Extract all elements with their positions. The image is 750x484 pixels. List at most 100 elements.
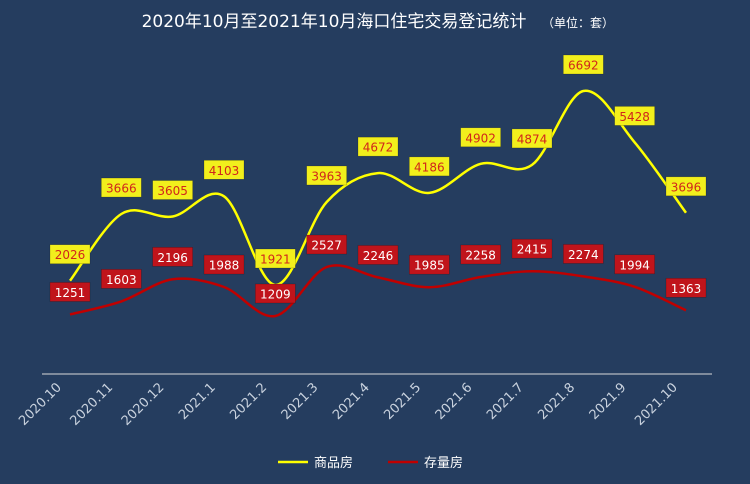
x-tick-label: 2020.11 — [68, 380, 117, 429]
data-label: 3963 — [306, 165, 347, 186]
data-label-text: 1985 — [414, 259, 445, 273]
series-lines — [69, 89, 688, 318]
data-label-box — [460, 127, 501, 148]
data-label: 1209 — [255, 283, 296, 304]
x-tick-label: 2021.6 — [433, 380, 476, 423]
data-label-text: 3605 — [157, 184, 188, 198]
x-tick-label: 2021.8 — [535, 380, 578, 423]
data-label-box — [152, 247, 193, 267]
data-label-box — [101, 177, 142, 198]
data-label-box — [203, 160, 245, 180]
data-label-text: 2415 — [517, 243, 548, 257]
data-label: 5428 — [614, 106, 655, 126]
data-label: 2527 — [306, 234, 347, 255]
x-tick-label: 2021.7 — [484, 380, 527, 423]
data-label-box — [563, 54, 604, 75]
data-label-text: 1603 — [106, 273, 137, 287]
series-line-1 — [69, 264, 687, 318]
data-label-box — [665, 278, 707, 298]
data-label-text: 3963 — [311, 169, 342, 183]
data-label: 4874 — [511, 128, 553, 149]
data-label-text: 4672 — [363, 141, 394, 155]
data-label-box — [665, 176, 707, 197]
data-label-box — [563, 244, 604, 264]
data-label: 1988 — [203, 254, 245, 275]
data-label: 1921 — [255, 248, 296, 269]
legend-label-yellow: 商品房 — [314, 455, 353, 471]
legend: 商品房 存量房 — [278, 455, 463, 471]
data-label-text: 2274 — [568, 248, 599, 262]
data-label-box — [357, 136, 399, 157]
data-label-box — [614, 254, 655, 275]
x-tick-label: 2021.4 — [330, 380, 373, 423]
data-label: 4902 — [460, 127, 501, 148]
data-labels: 2026 3666 3605 4103 1921 3963 4672 4186 4902 4874… — [49, 54, 707, 304]
x-tick-label: 2021.10 — [632, 380, 681, 429]
data-label: 4186 — [409, 156, 450, 177]
data-label: 3666 — [101, 177, 142, 198]
x-tick-labels: 2020.10 2020.11 2020.12 2021.1 2021.2 2021.3 2… — [16, 380, 681, 429]
data-label-box — [357, 245, 399, 265]
x-tick-label: 2020.12 — [119, 380, 168, 429]
x-tick-label: 2021.2 — [227, 380, 270, 423]
data-label-box — [255, 248, 296, 269]
data-label: 2415 — [511, 238, 553, 259]
data-label-text: 5428 — [619, 110, 650, 124]
data-label-text: 1363 — [671, 282, 702, 296]
data-label: 2274 — [563, 244, 604, 264]
x-tick-label: 2020.10 — [16, 380, 65, 429]
data-label-text: 1988 — [209, 259, 240, 273]
data-label: 2258 — [460, 244, 501, 265]
data-label-text: 1251 — [55, 286, 86, 300]
data-label-text: 3666 — [106, 182, 137, 196]
data-label-text: 6692 — [568, 59, 599, 73]
data-label-text: 4103 — [209, 164, 240, 178]
data-label: 4103 — [203, 160, 245, 180]
data-label-box — [409, 254, 450, 275]
data-label-box — [614, 106, 655, 126]
data-label-box — [306, 165, 347, 186]
data-label-text: 2246 — [363, 249, 394, 263]
data-label-box — [49, 244, 91, 264]
data-label: 1251 — [49, 282, 91, 302]
data-label-box — [49, 282, 91, 302]
data-label: 4672 — [357, 136, 399, 157]
data-label-text: 1921 — [260, 253, 291, 267]
data-label-box — [306, 234, 347, 255]
chart-unit-note: （单位：套） — [542, 15, 614, 30]
data-label: 2246 — [357, 245, 399, 265]
data-label: 1985 — [409, 254, 450, 275]
data-label-text: 2258 — [465, 249, 496, 263]
data-label: 6692 — [563, 54, 604, 75]
x-tick-label: 2021.9 — [587, 380, 630, 423]
data-label-text: 2527 — [311, 239, 342, 253]
data-label: 1363 — [665, 278, 707, 298]
chart-title: 2020年10月至2021年10月海口住宅交易登记统计 — [142, 12, 527, 32]
data-label: 1603 — [101, 269, 142, 289]
data-label-text: 1994 — [619, 258, 650, 272]
data-label-box — [101, 269, 142, 289]
data-label-box — [203, 254, 245, 275]
data-label: 1994 — [614, 254, 655, 275]
data-label-text: 2196 — [157, 251, 188, 265]
data-label: 2026 — [49, 244, 91, 264]
data-label: 3696 — [665, 176, 707, 197]
data-label-text: 1209 — [260, 288, 291, 302]
legend-label-red: 存量房 — [424, 455, 463, 471]
data-label-text: 2026 — [55, 248, 86, 262]
x-tick-label: 2021.5 — [381, 380, 424, 423]
data-label-text: 3696 — [671, 180, 702, 194]
x-tick-label: 2021.3 — [279, 380, 322, 423]
x-tick-label: 2021.1 — [176, 380, 219, 423]
data-label-box — [511, 238, 553, 259]
data-label-text: 4186 — [414, 160, 445, 174]
data-label: 2196 — [152, 247, 193, 267]
data-label: 3605 — [152, 180, 193, 200]
data-label-text: 4902 — [465, 131, 496, 145]
data-label-text: 4874 — [517, 132, 548, 146]
data-label-box — [152, 180, 193, 200]
data-label-box — [255, 283, 296, 304]
series-line-0 — [69, 89, 688, 287]
data-label-box — [460, 244, 501, 265]
